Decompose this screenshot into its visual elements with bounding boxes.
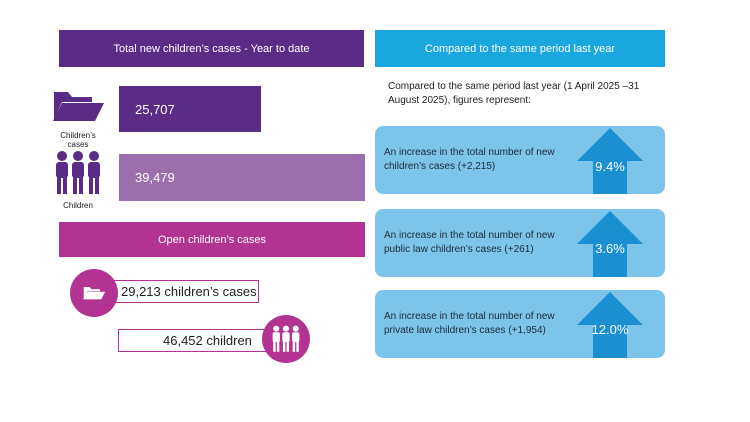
folder-icon — [83, 287, 106, 300]
arrow-up-icon — [577, 292, 643, 358]
increase-card-pct: 12.0% — [591, 322, 629, 337]
open-cases-header-label: Open children’s cases — [157, 233, 267, 246]
cases-icon-group: Children’s cases — [50, 86, 106, 149]
people-icon — [272, 325, 300, 352]
increase-card-public: An increase in the total number of new p… — [375, 209, 665, 277]
children-icon-label: Children — [63, 201, 93, 210]
cases-value: 25,707 — [135, 101, 175, 117]
open-cases-text: 29,213 children’s cases — [121, 284, 257, 299]
cases-icon-label: Children’s cases — [60, 131, 96, 149]
open-children-text: 46,452 children — [163, 333, 252, 348]
arrow-up-icon — [577, 128, 643, 194]
ytd-header: Total new children’s cases - Year to dat… — [59, 30, 364, 67]
increase-card-text: An increase in the total number of new p… — [384, 311, 555, 336]
increase-card-text: An increase in the total number of new c… — [384, 147, 555, 172]
people-icon — [56, 151, 100, 194]
children-value: 39,479 — [135, 170, 175, 185]
comparison-intro: Compared to the same period last year (1… — [388, 81, 640, 106]
open-cases-box: 29,213 children’s cases — [96, 280, 259, 303]
open-children-box: 46,452 children — [118, 329, 280, 352]
comparison-header-label: Compared to the same period last year — [424, 42, 616, 55]
ytd-header-label: Total new children’s cases - Year to dat… — [113, 42, 310, 55]
open-children-circle — [262, 315, 310, 363]
children-icon-group: Children — [52, 150, 104, 210]
increase-card-total: An increase in the total number of new c… — [375, 126, 665, 194]
increase-card-pct: 3.6% — [595, 241, 625, 256]
cases-value-bar: 25,707 — [119, 86, 261, 132]
increase-card-text: An increase in the total number of new p… — [384, 230, 555, 255]
arrow-up-icon — [577, 211, 643, 277]
open-cases-circle — [70, 269, 118, 317]
comparison-header: Compared to the same period last year — [375, 30, 665, 67]
increase-card-private: An increase in the total number of new p… — [375, 290, 665, 358]
open-cases-header: Open children’s cases — [59, 222, 365, 257]
increase-card-pct: 9.4% — [595, 159, 625, 174]
folder-icon — [53, 92, 104, 121]
children-value-bar: 39,479 — [119, 154, 365, 201]
